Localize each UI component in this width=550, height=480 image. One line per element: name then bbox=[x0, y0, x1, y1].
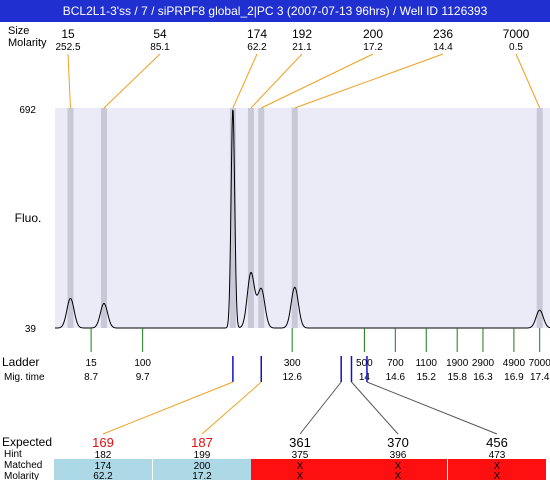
chart-title: BCL2L1-3'ss / 7 / siPRPF8 global_2|PC 3 … bbox=[0, 0, 550, 22]
expected-size-value: 370 bbox=[387, 435, 409, 450]
expected-label: Expected bbox=[2, 435, 52, 449]
peak-size-label: 200 bbox=[363, 27, 383, 41]
peak-size-label: 192 bbox=[292, 27, 312, 41]
peak-band bbox=[258, 108, 265, 328]
matched-molarity-value: X bbox=[395, 471, 402, 480]
ladder-size-label: 300 bbox=[284, 358, 301, 369]
y-axis-label: Fluo. bbox=[15, 211, 42, 225]
peak-molarity-label: 85.1 bbox=[150, 42, 170, 53]
peak-size-label: 54 bbox=[153, 27, 167, 41]
y-max-label: 692 bbox=[19, 105, 36, 116]
peak-connector bbox=[232, 53, 258, 109]
ladder-mig-time-label: 8.7 bbox=[84, 372, 98, 383]
expected-size-value: 456 bbox=[486, 435, 508, 450]
matched-molarity-value: X bbox=[297, 471, 304, 480]
ladder-size-label: 4900 bbox=[503, 358, 526, 369]
ladder-label: Ladder bbox=[2, 355, 39, 369]
ladder-mig-time-label: 15.8 bbox=[447, 372, 467, 383]
matched-molarity-value: 17.2 bbox=[192, 471, 212, 480]
peak-molarity-label: 252.5 bbox=[55, 42, 80, 53]
peak-connector bbox=[294, 53, 444, 109]
match-cell bbox=[251, 459, 349, 480]
expected-connector bbox=[102, 381, 234, 435]
ladder-mig-time-label: 14.6 bbox=[386, 372, 406, 383]
matched-molarity-value: X bbox=[494, 471, 501, 480]
peak-molarity-label: 21.1 bbox=[292, 42, 312, 53]
match-cell bbox=[54, 459, 152, 480]
ladder-size-label: 2900 bbox=[472, 358, 495, 369]
fluorescence-trace bbox=[54, 109, 550, 329]
peak-band bbox=[291, 108, 298, 328]
mig-time-label: Mig. time bbox=[4, 372, 45, 383]
expected-size-value: 169 bbox=[92, 435, 114, 450]
peak-size-label: 7000 bbox=[503, 27, 530, 41]
ladder-size-label: 7000 bbox=[529, 358, 550, 369]
peak-size-label: 174 bbox=[247, 27, 267, 41]
expected-connector bbox=[366, 381, 498, 435]
hint-value: 182 bbox=[95, 450, 112, 461]
peak-connector bbox=[250, 53, 303, 109]
matched-value: X bbox=[494, 461, 501, 472]
match-cell bbox=[153, 459, 251, 480]
peak-band bbox=[100, 108, 107, 328]
ladder-size-label: 15 bbox=[86, 358, 98, 369]
peak-band bbox=[536, 108, 543, 328]
hint-value: 473 bbox=[489, 450, 506, 461]
matched-value: 174 bbox=[95, 461, 112, 472]
peak-size-label: 15 bbox=[61, 27, 75, 41]
plot-area bbox=[55, 108, 550, 328]
ladder-size-label: 500 bbox=[356, 358, 373, 369]
hint-value: 375 bbox=[292, 450, 309, 461]
hint-label: Hint bbox=[4, 449, 22, 460]
peak-band bbox=[229, 108, 236, 328]
ladder-size-label: 1900 bbox=[446, 358, 469, 369]
expected-connector bbox=[351, 381, 399, 435]
molarity-row-label: Molarity bbox=[4, 471, 39, 480]
ladder-mig-time-label: 16.9 bbox=[504, 372, 524, 383]
ladder-size-label: 1100 bbox=[415, 358, 437, 369]
size-header-label: Size bbox=[8, 25, 29, 37]
ladder-mig-time-label: 9.7 bbox=[136, 372, 150, 383]
expected-size-value: 187 bbox=[191, 435, 213, 450]
peak-molarity-label: 62.2 bbox=[247, 42, 267, 53]
ladder-mig-time-label: 16.3 bbox=[473, 372, 493, 383]
matched-molarity-value: 62.2 bbox=[93, 471, 113, 480]
peak-molarity-label: 0.5 bbox=[509, 42, 523, 53]
peak-connector bbox=[67, 53, 71, 109]
peak-connector bbox=[103, 53, 161, 109]
peak-connector bbox=[261, 53, 374, 109]
matched-label: Matched bbox=[4, 460, 42, 471]
match-cell bbox=[448, 459, 546, 480]
matched-value: X bbox=[395, 461, 402, 472]
peak-size-label: 236 bbox=[433, 27, 453, 41]
matched-value: X bbox=[297, 461, 304, 472]
expected-size-value: 361 bbox=[289, 435, 311, 450]
hint-value: 396 bbox=[390, 450, 407, 461]
ladder-mig-time-label: 14 bbox=[359, 372, 371, 383]
peak-band bbox=[247, 108, 254, 328]
ladder-mig-time-label: 12.6 bbox=[282, 372, 302, 383]
expected-connector bbox=[201, 381, 262, 435]
y-min-label: 39 bbox=[25, 324, 37, 335]
hint-value: 199 bbox=[194, 450, 211, 461]
ladder-size-label: 700 bbox=[387, 358, 404, 369]
expected-connector bbox=[299, 381, 342, 435]
ladder-mig-time-label: 15.2 bbox=[417, 372, 437, 383]
ladder-size-label: 100 bbox=[134, 358, 151, 369]
molarity-header-label: Molarity bbox=[8, 37, 47, 49]
peak-molarity-label: 14.4 bbox=[433, 42, 453, 53]
peak-band bbox=[67, 108, 74, 328]
ladder-mig-time-label: 17.4 bbox=[530, 372, 550, 383]
matched-value: 200 bbox=[194, 461, 211, 472]
peak-connector bbox=[515, 53, 541, 109]
peak-molarity-label: 17.2 bbox=[363, 42, 383, 53]
match-cell bbox=[349, 459, 447, 480]
